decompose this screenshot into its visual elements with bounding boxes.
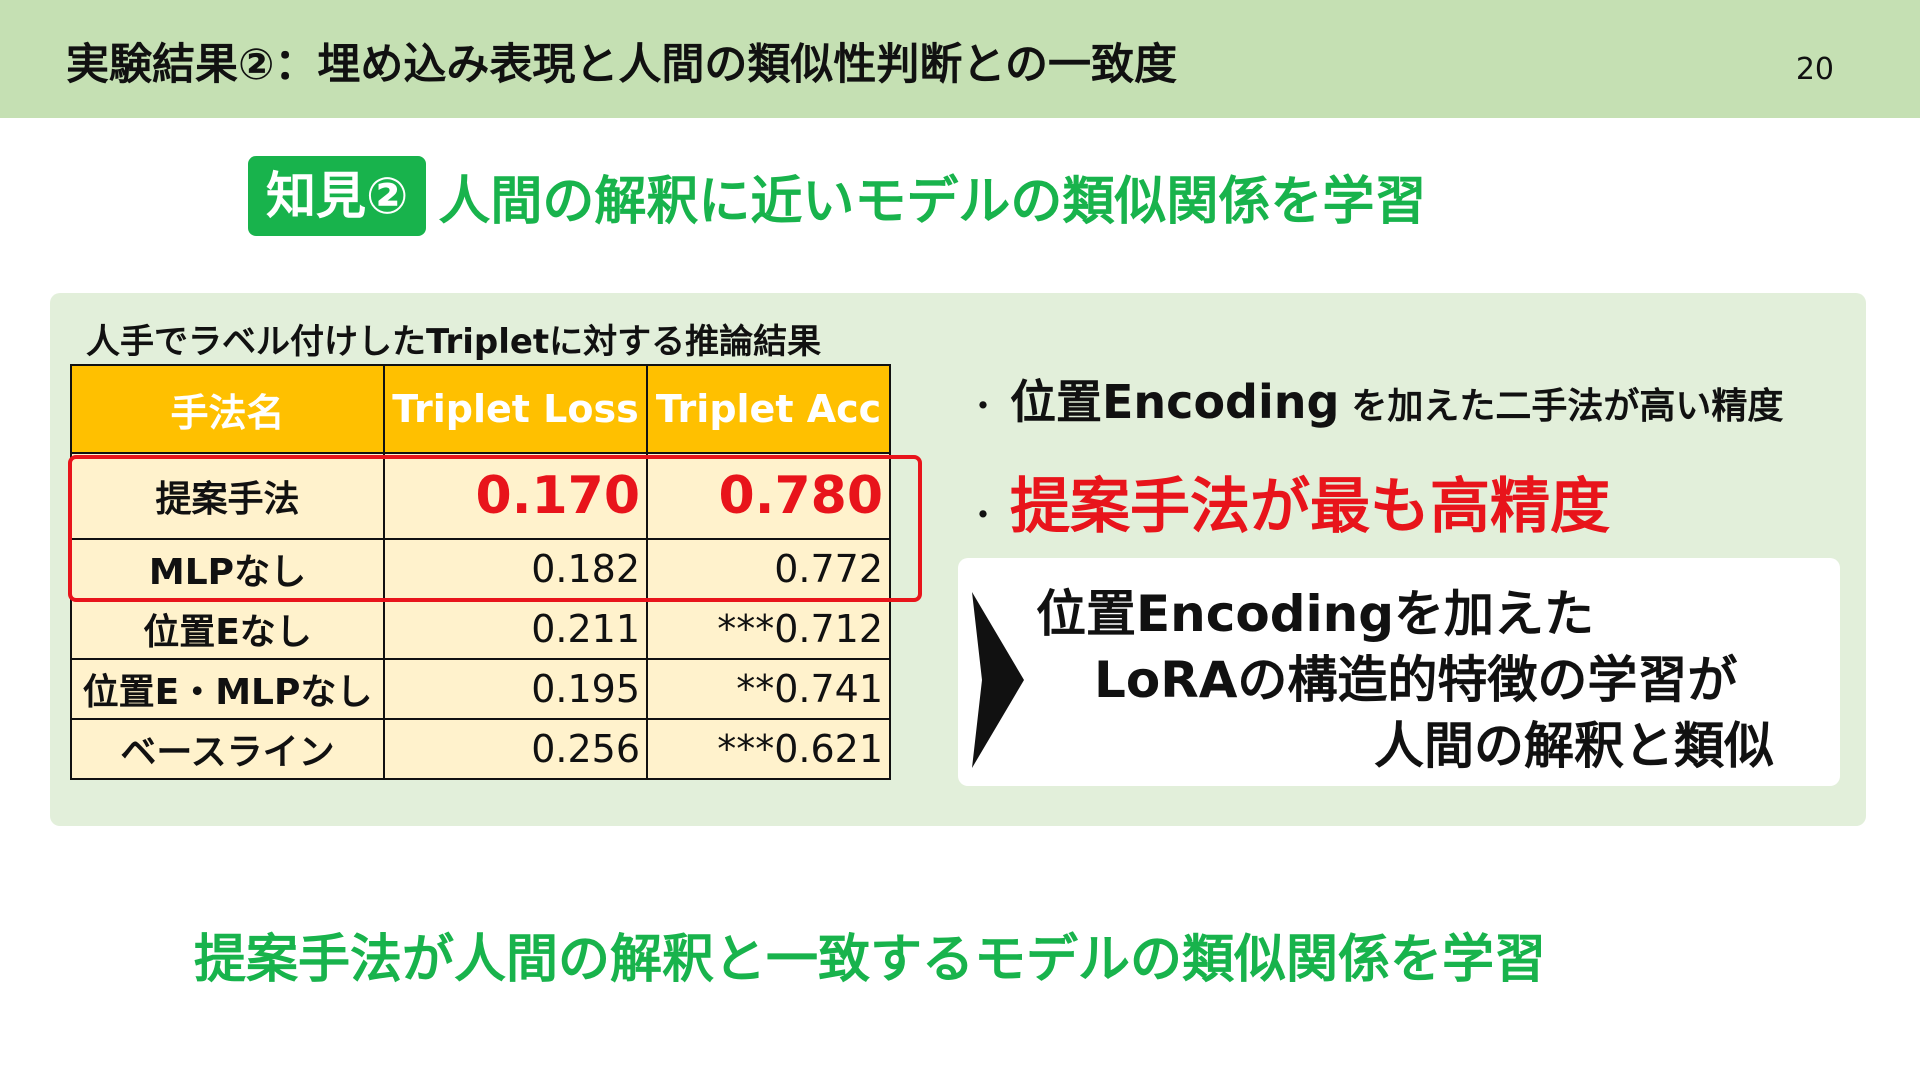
row-method-name: 提案手法	[70, 452, 385, 540]
table-row: 位置Eなし 0.211 ***0.712	[70, 598, 891, 660]
table-row: 提案手法 0.170 0.780	[70, 452, 891, 540]
conclusion-line-1: 位置Encodingを加えた	[1036, 585, 1595, 643]
bullet-best-text: 提案手法が最も高精度	[1010, 472, 1610, 542]
table-row: ベースライン 0.256 ***0.621	[70, 718, 891, 780]
table-row: 位置E・MLPなし 0.195 **0.741	[70, 658, 891, 720]
table-header-row: 手法名 Triplet Loss Triplet Acc	[70, 364, 891, 454]
table-row: MLPなし 0.182 0.772	[70, 538, 891, 600]
row-loss-value: 0.182	[383, 538, 648, 600]
row-method-name: 位置Eなし	[70, 598, 385, 660]
conclusion-line-2: LoRAの構造的特徴の学習が	[1094, 651, 1738, 709]
finding-text: 人間の解釈に近いモデルの類似関係を学習	[438, 171, 1427, 232]
row-method-name: 位置E・MLPなし	[70, 658, 385, 720]
bullet-dot: ・	[966, 387, 1000, 427]
finding-heading: 知見② 人間の解釈に近いモデルの類似関係を学習	[248, 156, 1426, 236]
row-loss-value: 0.195	[383, 658, 648, 720]
page-number: 20	[1795, 52, 1834, 87]
finding-badge: 知見②	[248, 156, 427, 236]
column-header-acc: Triplet Acc	[646, 364, 891, 454]
row-acc-value: ***0.621	[646, 718, 891, 780]
row-acc-value: ***0.712	[646, 598, 891, 660]
row-loss-value: 0.256	[383, 718, 648, 780]
row-acc-value: 0.772	[646, 538, 891, 600]
footer-summary: 提案手法が人間の解釈と一致するモデルの類似関係を学習	[194, 930, 1547, 990]
arrow-right-icon	[972, 592, 1024, 768]
bullet-encoding-main: 位置Encoding	[1010, 375, 1340, 429]
row-acc-value: 0.780	[646, 452, 891, 540]
column-header-loss: Triplet Loss	[383, 364, 648, 454]
row-method-name: MLPなし	[70, 538, 385, 600]
column-header-method: 手法名	[70, 364, 385, 454]
bullet-best: ・ 提案手法が最も高精度	[966, 458, 1610, 545]
slide-title: 実験結果②：埋め込み表現と人間の類似性判断との一致度	[66, 40, 1177, 90]
results-table: 手法名 Triplet Loss Triplet Acc 提案手法 0.170 …	[70, 364, 891, 780]
row-loss-value: 0.211	[383, 598, 648, 660]
row-acc-value: **0.741	[646, 658, 891, 720]
row-loss-value: 0.170	[383, 452, 648, 540]
bullet-dot: ・	[966, 496, 1000, 536]
row-method-name: ベースライン	[70, 718, 385, 780]
conclusion-line-3: 人間の解釈と類似	[1374, 717, 1774, 775]
bullet-encoding-rest: を加えた二手法が高い精度	[1351, 386, 1784, 427]
header-bar: 実験結果②：埋め込み表現と人間の類似性判断との一致度 20	[0, 0, 1920, 118]
bullet-encoding: ・ 位置Encoding を加えた二手法が高い精度	[966, 366, 1783, 432]
conclusion-box	[958, 558, 1840, 786]
table-caption: 人手でラベル付けしたTripletに対する推論結果	[86, 322, 822, 362]
